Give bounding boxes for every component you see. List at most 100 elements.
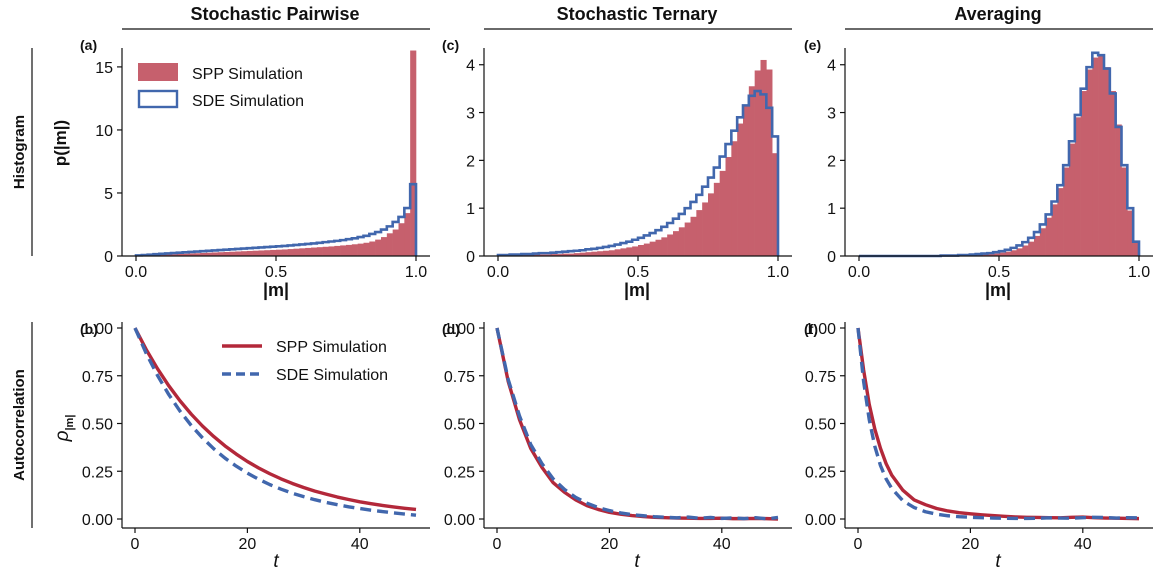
histogram-bar (999, 252, 1006, 256)
histogram-bar (585, 252, 592, 256)
histogram-bar (398, 223, 405, 256)
histogram-bar (357, 243, 364, 256)
sde-curve (856, 327, 1140, 521)
histogram-bar (264, 250, 271, 256)
histogram-bar (165, 254, 172, 256)
histogram-bar (1074, 117, 1081, 256)
spp-curve (856, 327, 1140, 521)
x-tick-label: 0.5 (988, 264, 1010, 281)
histogram-bar (322, 246, 329, 256)
histogram-bar (1034, 235, 1041, 256)
histogram-bar (981, 254, 988, 256)
row-title-autocorrelation: Autocorrelation (11, 369, 28, 481)
histogram-bar (1092, 57, 1099, 256)
histogram-bar (1022, 245, 1029, 256)
histogram-bar (591, 251, 598, 256)
y-tick-label: 1.00 (805, 321, 836, 338)
histogram-bar (1115, 124, 1122, 257)
histogram-bar (533, 254, 540, 256)
x-tick-label: 20 (962, 536, 980, 553)
legend-autocorrelation: SPP Simulation SDE Simulation (222, 339, 388, 384)
histogram-bar (299, 248, 306, 256)
y-tick-label: 3 (466, 106, 475, 123)
histogram-bar (690, 216, 697, 256)
x-tick-label: 1.0 (405, 264, 427, 281)
histogram-panel-a: 0.0 0.5 1.0 0 5 10 15 (95, 48, 430, 281)
sde-step-outline (134, 182, 418, 257)
histogram-bar (638, 245, 645, 256)
hist-x-label-e: |m| (985, 280, 1011, 300)
histogram-panel-c: 0.0 0.5 1.0 0 1 2 3 4 (466, 48, 792, 281)
y-tick-label: 0.00 (444, 512, 475, 529)
panel-label-e: (e) (804, 37, 821, 53)
x-tick-label: 1.0 (767, 264, 789, 281)
histogram-bar (643, 243, 650, 256)
histogram-bar (182, 253, 189, 256)
histogram-bar (1104, 67, 1111, 256)
histogram-bar (1028, 241, 1035, 256)
histogram-bar (328, 246, 335, 256)
histogram-bar (334, 245, 341, 256)
histogram-bar (597, 251, 604, 256)
panel-label-b: (b) (80, 321, 98, 337)
panel-label-f: (f) (804, 321, 818, 337)
histogram-bar (684, 222, 691, 256)
y-tick-label: 1.00 (444, 321, 475, 338)
x-tick-label: 0.5 (627, 264, 649, 281)
histogram-bar (281, 249, 288, 256)
y-tick-label: 0 (466, 249, 475, 266)
histogram-bar (620, 248, 627, 256)
histogram-bar (550, 254, 557, 256)
y-tick-label: 1 (466, 201, 475, 218)
histogram-bar (754, 70, 761, 256)
spp-curve (133, 327, 417, 512)
histogram-bar (626, 247, 633, 256)
histogram-bar (206, 252, 213, 256)
histogram-bar (246, 250, 253, 256)
y-tick-label: 4 (466, 58, 475, 75)
panel-label-d: (d) (442, 321, 460, 337)
histogram-bar (188, 253, 195, 256)
histogram-bar (731, 141, 738, 256)
y-tick-label: 0 (827, 249, 836, 266)
x-tick-label: 0.5 (265, 264, 287, 281)
histogram-bar (1010, 250, 1017, 256)
x-tick-label: 0.0 (125, 264, 147, 281)
row-title-histogram: Histogram (11, 115, 28, 189)
y-tick-label: 0.25 (805, 464, 836, 481)
panel-label-a: (a) (80, 37, 97, 53)
hist-x-label-c: |m| (624, 280, 650, 300)
x-tick-label: 0 (131, 536, 140, 553)
ac-x-label-d: t (634, 551, 640, 572)
ac-y-label-symbol: ρ (52, 430, 73, 442)
histogram-bar (229, 251, 236, 256)
y-tick-label: 3 (827, 106, 836, 123)
histogram-bar (252, 250, 259, 256)
histogram-bar (235, 251, 242, 256)
histogram-bar (223, 251, 230, 256)
y-tick-label: 15 (95, 60, 113, 77)
y-tick-label: 10 (95, 123, 113, 140)
y-tick-label: 1.00 (82, 321, 113, 338)
x-tick-label: 1.0 (1128, 264, 1150, 281)
histogram-bar (661, 237, 668, 256)
legend-swatch-spp (138, 63, 178, 81)
histogram-bar (743, 105, 750, 257)
spp-curve (495, 327, 779, 521)
x-tick-label: 40 (713, 536, 731, 553)
histogram-bar (270, 249, 277, 256)
x-tick-label: 20 (601, 536, 619, 553)
autocorrelation-panel-f: 0 20 40 0.00 0.25 0.50 0.75 1.00 (805, 321, 1153, 553)
y-tick-label: 0.75 (444, 369, 475, 386)
y-tick-label: 5 (104, 186, 113, 203)
histogram-bar (673, 231, 680, 256)
ac-x-label-f: t (995, 551, 1001, 572)
histogram-bar (713, 182, 720, 256)
y-tick-label: 2 (827, 153, 836, 170)
sde-curve (495, 327, 779, 521)
histogram-bar (993, 253, 1000, 256)
histogram-bar (1098, 56, 1105, 256)
x-tick-label: 0 (493, 536, 502, 553)
column-title-averaging: Averaging (954, 4, 1041, 24)
